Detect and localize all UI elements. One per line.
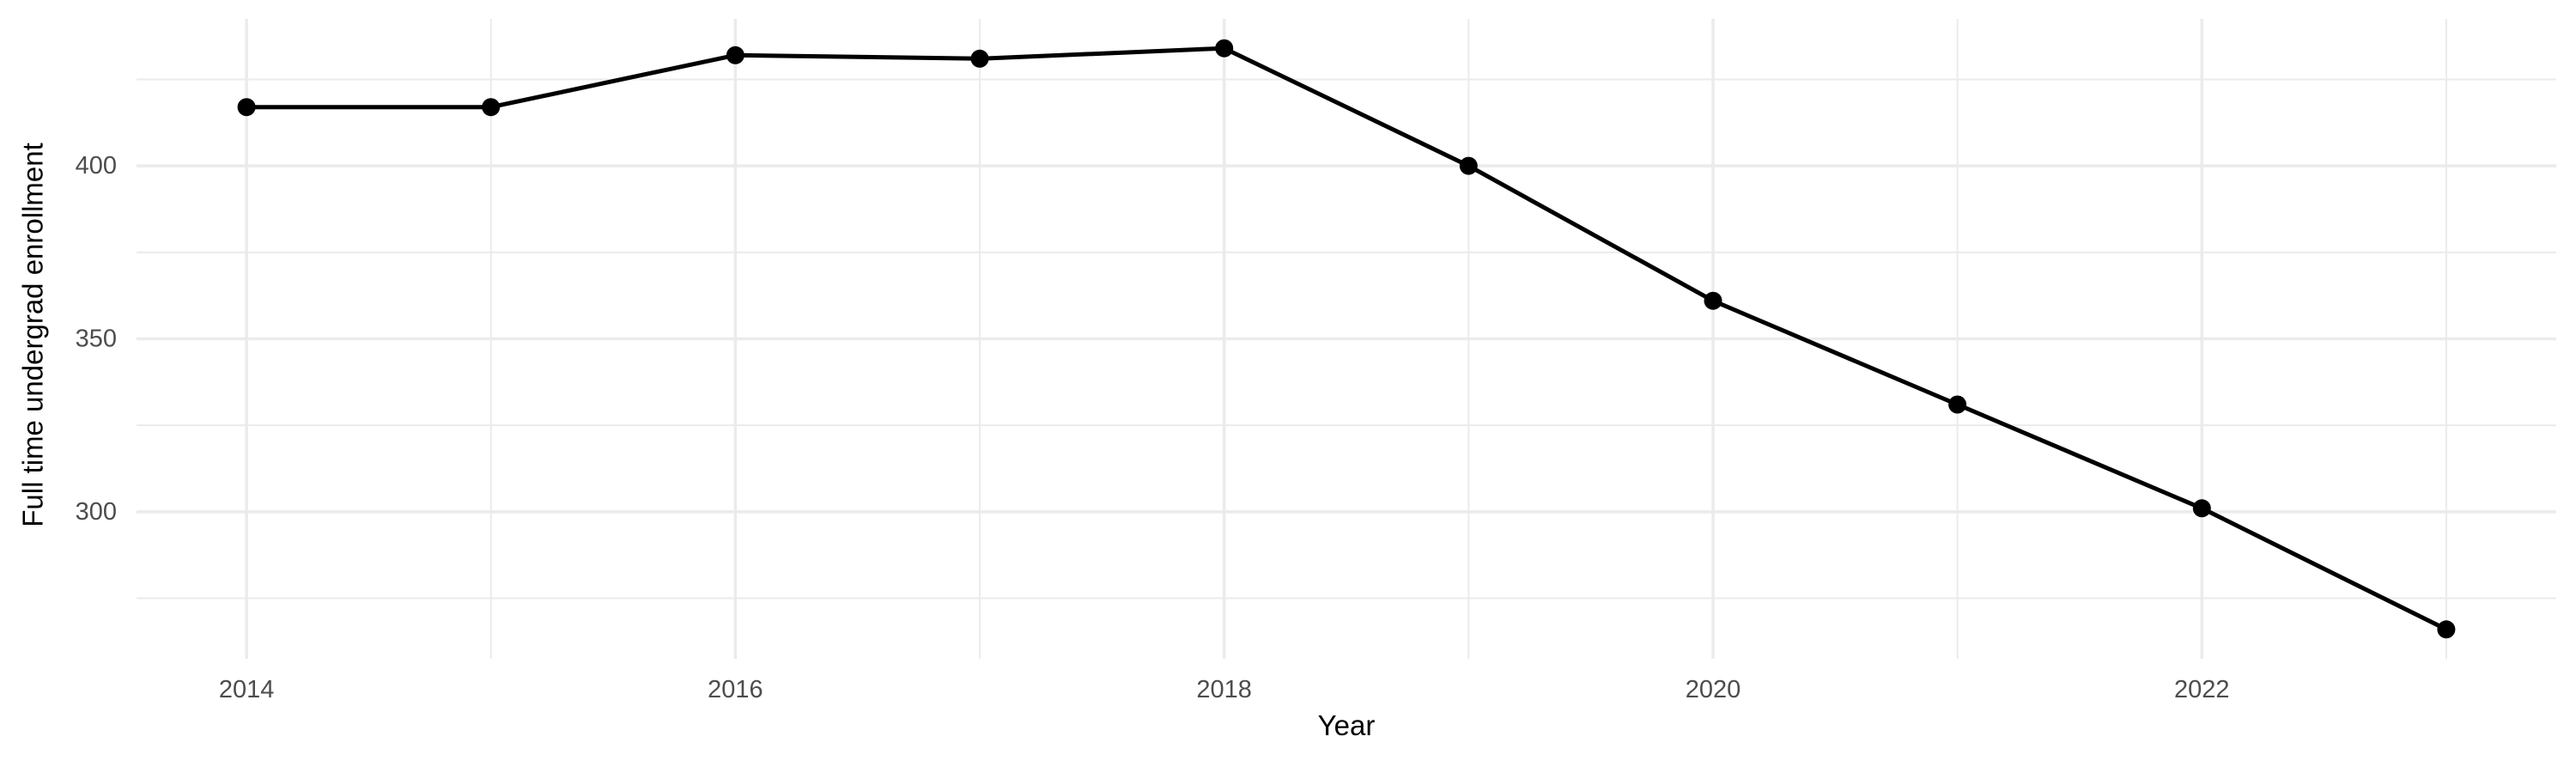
data-point (970, 49, 989, 68)
data-point (1704, 291, 1722, 310)
data-point (726, 46, 744, 64)
data-point (482, 98, 501, 117)
data-point (1948, 395, 1967, 414)
data-point (237, 98, 256, 117)
data-point (1459, 156, 1478, 175)
data-point (2192, 499, 2211, 518)
y-axis-title: Full time undergrad enrollment (16, 143, 49, 527)
enrollment-line (246, 46, 2448, 632)
y-tick-label: 350 (76, 326, 117, 353)
x-tick-label: 2018 (1196, 676, 1252, 703)
x-tick-label: 2014 (219, 676, 275, 703)
x-tick-label: 2022 (2174, 676, 2230, 703)
x-tick-label: 2016 (708, 676, 763, 703)
data-point (2437, 620, 2456, 639)
y-tick-label: 300 (76, 498, 117, 526)
data-point (1215, 39, 1234, 58)
y-tick-label: 400 (76, 152, 117, 180)
x-axis-title: Year (1317, 709, 1376, 741)
x-tick-label: 2020 (1686, 676, 1741, 703)
